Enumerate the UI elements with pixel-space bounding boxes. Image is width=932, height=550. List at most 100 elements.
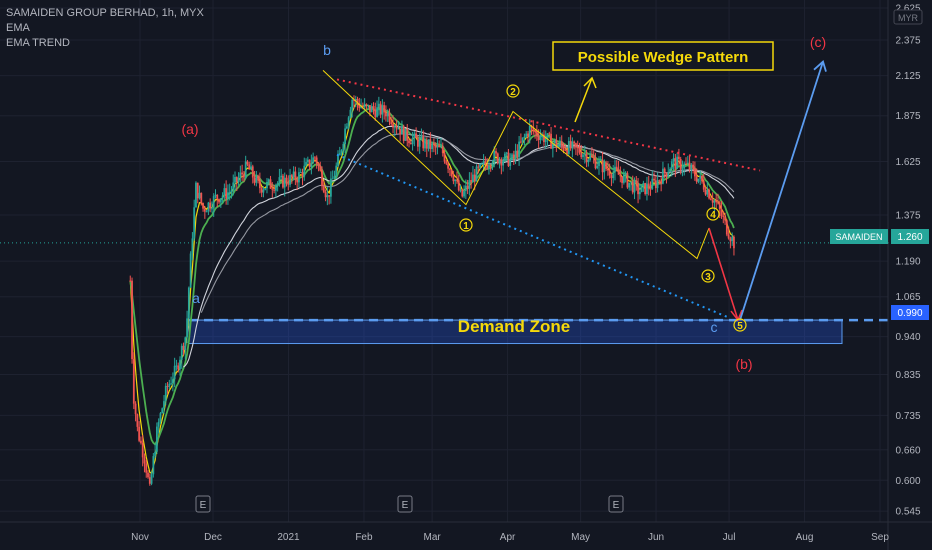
candle-body (358, 103, 361, 108)
candle-body (140, 440, 142, 443)
candle-body (251, 166, 254, 178)
earnings-marker[interactable]: E (608, 495, 624, 513)
candle-body (589, 155, 592, 160)
x-tick-label: Feb (355, 532, 373, 543)
candle-body (525, 133, 528, 137)
candle-body (221, 195, 224, 199)
earnings-marker[interactable]: E (397, 495, 413, 513)
candle-body (690, 164, 693, 171)
candle-body (202, 203, 204, 209)
candle-body (550, 133, 552, 149)
candle-body (516, 150, 519, 157)
wave-c-lower-label: c (711, 319, 718, 335)
candle-body (223, 188, 226, 196)
candle-body (575, 143, 577, 148)
candle-body (631, 181, 634, 193)
svg-text:E: E (402, 500, 409, 511)
earnings-marker[interactable]: E (195, 495, 211, 513)
candle-body (244, 161, 247, 178)
wedge-lower-line[interactable] (336, 153, 728, 318)
candle-body (665, 172, 668, 176)
candle-body (523, 136, 526, 138)
candle-body (434, 144, 437, 148)
candle-body (211, 208, 213, 210)
wedge-upper-line[interactable] (336, 78, 761, 172)
y-tick-label: 0.940 (895, 332, 920, 343)
candle-body (294, 171, 297, 180)
candle-body (461, 189, 464, 197)
candle-body (670, 161, 673, 169)
candle-body (566, 150, 568, 154)
candle-body (472, 174, 474, 183)
candle-body (310, 163, 313, 167)
candle-body (500, 159, 503, 166)
candle-body (317, 163, 320, 166)
candle-body (322, 186, 325, 193)
wave-c-projection[interactable] (739, 61, 824, 321)
candle-body (646, 183, 648, 195)
candle-body (237, 177, 240, 183)
candle-body (193, 207, 196, 239)
candle-body (669, 168, 671, 172)
wave-count-lines[interactable] (322, 70, 710, 260)
candle-body (191, 238, 194, 254)
candle-body (491, 162, 494, 167)
candle-body (154, 451, 157, 457)
candle-body (401, 126, 403, 135)
drawings (322, 60, 827, 322)
time-axis[interactable]: Nov Dec 2021 Feb Mar Apr May Jun Jul Aug Sep (0, 521, 932, 543)
candle-body (505, 152, 508, 154)
candle-body (425, 140, 428, 149)
candle-body (161, 408, 164, 414)
candle-body (473, 174, 476, 182)
candle-body (718, 202, 721, 210)
candle-body (557, 144, 560, 148)
candle-body (564, 149, 567, 151)
candle-body (271, 188, 274, 190)
candle-body (695, 176, 698, 182)
candle-body (170, 383, 173, 385)
candle-body (447, 163, 449, 169)
candle-body (688, 162, 691, 171)
candle-body (729, 238, 732, 242)
candle-body (548, 133, 551, 135)
indicator-ema[interactable]: EMA (6, 22, 30, 34)
candle-body (450, 169, 453, 177)
y-tick-label: 0.600 (895, 476, 920, 487)
candle-body (415, 133, 418, 139)
candle-body (147, 472, 149, 478)
candle-body (340, 150, 343, 154)
symbol-title[interactable]: SAMAIDEN GROUP BERHAD, 1h, MYX (6, 7, 204, 19)
candle-body (200, 192, 203, 204)
candle-body (713, 200, 716, 203)
candle-body (404, 128, 407, 141)
candle-body (273, 189, 275, 191)
candle-body (443, 153, 446, 162)
price-axis[interactable]: 2.625 2.375 2.125 1.875 1.625 1.375 1.190 1.065… (887, 0, 921, 550)
indicator-ema-trend[interactable]: EMA TREND (6, 37, 70, 49)
candle-body (386, 112, 389, 117)
wedge-title-box[interactable]: Possible Wedge Pattern (552, 41, 774, 71)
candle-body (651, 178, 654, 190)
candle-body (715, 200, 718, 203)
candle-body (131, 280, 133, 360)
wave-5-marker: 5 (733, 318, 747, 332)
candle-body (393, 126, 396, 128)
candle-body (454, 179, 457, 182)
wave-5-projection[interactable] (708, 227, 739, 321)
candle-body (674, 158, 677, 169)
candle-body (626, 173, 629, 188)
candle-body (537, 136, 540, 140)
candle-body (429, 139, 432, 150)
wave-a-lower-label: a (192, 290, 200, 306)
wedge-title: Possible Wedge Pattern (578, 49, 749, 66)
candle-body (136, 414, 139, 427)
candle-body (733, 236, 735, 249)
candle-body (308, 159, 311, 167)
wave-3-label: 3 (705, 272, 711, 283)
candle-body (171, 379, 174, 384)
candle-body (269, 179, 272, 189)
candle-body (264, 188, 267, 190)
candle-body (349, 109, 352, 118)
